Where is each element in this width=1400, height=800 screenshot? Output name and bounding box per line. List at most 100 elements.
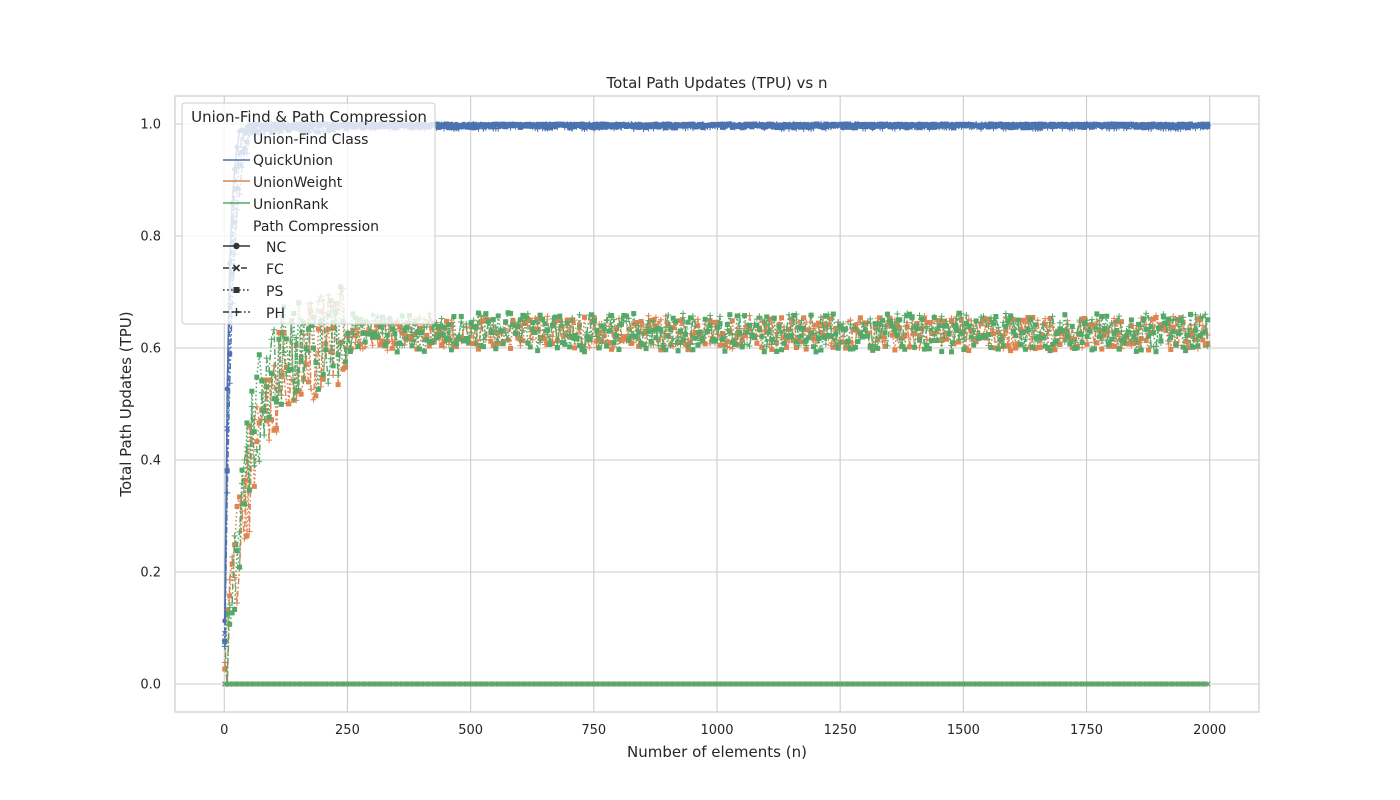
data-point	[985, 323, 992, 330]
data-point	[774, 340, 780, 346]
data-point	[1116, 346, 1122, 352]
data-point	[833, 325, 839, 331]
legend-entry-ps: PS	[266, 284, 283, 300]
data-point	[751, 320, 758, 327]
data-point	[822, 341, 829, 348]
data-point	[608, 325, 615, 332]
data-point	[1069, 323, 1075, 329]
data-point	[335, 372, 342, 379]
data-point	[675, 348, 681, 354]
data-point	[328, 349, 334, 355]
data-point	[1113, 317, 1120, 324]
data-point	[1049, 313, 1056, 320]
data-point	[830, 335, 837, 342]
data-point	[781, 340, 787, 346]
data-point	[941, 335, 948, 342]
data-point	[803, 337, 809, 343]
data-point	[606, 339, 612, 345]
data-point	[1010, 320, 1017, 327]
data-point	[455, 332, 462, 339]
data-point	[1157, 339, 1164, 346]
data-point	[791, 125, 797, 131]
data-point	[997, 121, 1004, 128]
data-point	[514, 319, 521, 326]
data-point	[362, 339, 368, 345]
data-point	[638, 121, 645, 128]
data-point	[261, 408, 267, 414]
data-point	[266, 414, 272, 420]
x-tick-label: 2000	[1193, 723, 1226, 738]
data-point	[988, 345, 994, 351]
data-point	[813, 349, 819, 355]
data-point	[761, 319, 768, 326]
data-point	[392, 341, 398, 347]
data-point	[436, 332, 443, 339]
data-point	[1153, 312, 1160, 319]
data-point	[882, 337, 889, 344]
data-point	[251, 462, 258, 469]
data-point	[540, 316, 546, 322]
data-point	[508, 345, 514, 351]
data-point	[953, 315, 960, 322]
data-point	[805, 334, 812, 341]
data-point	[1052, 332, 1059, 339]
data-point	[418, 328, 425, 335]
data-point	[695, 342, 701, 348]
data-point	[746, 343, 753, 350]
data-point	[394, 349, 400, 355]
data-point	[307, 386, 314, 393]
data-point	[1101, 121, 1108, 128]
data-point	[769, 336, 775, 342]
data-point	[426, 343, 432, 349]
data-point	[788, 335, 795, 342]
data-point	[554, 342, 561, 349]
data-point	[239, 480, 246, 487]
data-point	[1005, 318, 1011, 324]
data-point	[746, 312, 753, 319]
data-point	[542, 326, 549, 333]
data-point	[409, 343, 415, 349]
data-point	[434, 121, 440, 127]
data-point	[665, 333, 671, 339]
data-point	[965, 121, 972, 128]
data-point	[638, 318, 644, 324]
data-point	[537, 121, 544, 128]
data-point	[877, 333, 884, 340]
data-point	[911, 322, 918, 329]
data-point	[833, 331, 839, 337]
data-point	[280, 349, 287, 356]
data-point	[224, 611, 230, 617]
data-point	[512, 330, 519, 337]
y-tick-label: 0.6	[140, 342, 161, 357]
data-point	[958, 330, 964, 336]
data-point	[1012, 339, 1019, 346]
data-point	[611, 316, 618, 323]
data-point	[601, 333, 607, 339]
data-point	[709, 334, 716, 341]
data-point	[239, 467, 245, 473]
data-point	[379, 330, 386, 337]
data-point	[891, 329, 898, 336]
data-point	[1187, 322, 1194, 329]
data-point	[652, 314, 659, 321]
data-point	[246, 528, 253, 535]
data-point	[477, 324, 484, 331]
data-point	[640, 330, 647, 337]
data-point	[917, 337, 923, 343]
data-point	[1015, 317, 1021, 323]
data-point	[1136, 321, 1142, 327]
data-point	[293, 334, 300, 341]
data-point	[609, 312, 615, 318]
data-point	[970, 328, 977, 335]
data-point	[283, 364, 289, 370]
data-point	[564, 317, 570, 323]
data-point	[747, 322, 753, 328]
data-point	[1039, 321, 1046, 328]
data-point	[830, 311, 836, 317]
data-point	[874, 121, 881, 128]
data-point	[266, 437, 273, 444]
data-point	[1151, 330, 1157, 336]
data-point	[488, 338, 494, 344]
data-point	[747, 326, 753, 332]
